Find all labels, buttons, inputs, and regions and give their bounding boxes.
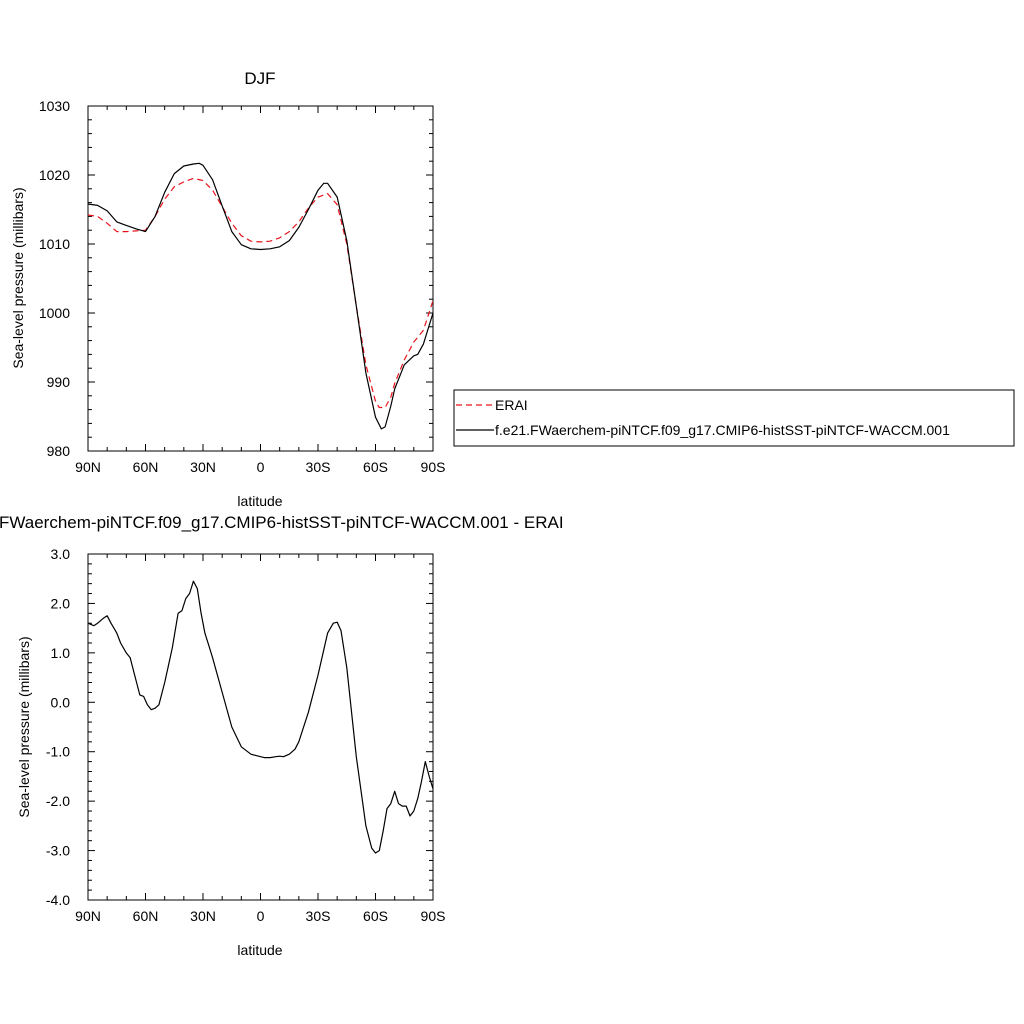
y-tick-label: -4.0: [46, 892, 70, 908]
x-tick-label: 90N: [75, 459, 101, 475]
y-tick-label: 1.0: [51, 645, 71, 661]
y-tick-label: 0.0: [51, 694, 71, 710]
y-tick-label: 980: [47, 443, 71, 459]
x-tick-label: 0: [257, 459, 265, 475]
y-tick-label: -2.0: [46, 793, 70, 809]
erai-series-line: [87, 177, 434, 409]
legend-erai-label: ERAI: [495, 397, 528, 413]
y-tick-label: 1030: [39, 98, 70, 114]
top-y-axis-label: Sea-level pressure (millibars): [10, 187, 26, 368]
top-series: [87, 162, 434, 430]
top-x-axis-label: latitude: [237, 493, 282, 509]
x-tick-label: 30N: [190, 908, 216, 924]
y-tick-label: 1000: [39, 305, 70, 321]
x-tick-label: 0: [257, 908, 265, 924]
x-tick-label: 60N: [133, 908, 159, 924]
bottom-x-axis-label: latitude: [237, 942, 282, 958]
top-title: DJF: [244, 69, 275, 88]
x-tick-label: 60S: [363, 459, 388, 475]
y-tick-label: 2.0: [51, 595, 71, 611]
x-tick-label: 60N: [133, 459, 159, 475]
legend-model-label: f.e21.FWaerchem-piNTCF.f09_g17.CMIP6-his…: [495, 422, 950, 438]
x-tick-label: 30S: [306, 908, 331, 924]
legend: ERAI f.e21.FWaerchem-piNTCF.f09_g17.CMIP…: [453, 389, 1015, 447]
bottom-ticks: 90N 60N 30N 0 30S 60S 90S -4.0 -3.0 -2.0 -1.0 0.0 1.…: [46, 546, 446, 924]
y-tick-label: -3.0: [46, 843, 70, 859]
y-tick-label: -1.0: [46, 744, 70, 760]
x-tick-label: 90S: [421, 908, 446, 924]
bottom-y-axis-label: Sea-level pressure (millibars): [16, 636, 32, 817]
model-series-line: [87, 162, 434, 430]
bottom-panel: f.e21.FWaerchem-piNTCF.f09_g17.CMIP6-his…: [0, 513, 564, 958]
x-tick-label: 90N: [75, 908, 101, 924]
x-tick-label: 30S: [306, 459, 331, 475]
y-tick-label: 990: [47, 374, 71, 390]
top-panel: DJF 90N 60N 30N 0 30S 60S 90S 980 990 1000 1010 102…: [10, 69, 445, 509]
legend-box: [453, 389, 1015, 447]
bottom-plot-frame: [87, 553, 434, 901]
bottom-series: [87, 580, 434, 854]
x-tick-label: 90S: [421, 459, 446, 475]
y-tick-label: 1020: [39, 167, 70, 183]
x-tick-label: 60S: [363, 908, 388, 924]
top-ticks: 90N 60N 30N 0 30S 60S 90S 980 990 1000 1010 1020 103…: [39, 98, 446, 475]
difference-series-line: [87, 580, 434, 854]
y-tick-label: 3.0: [51, 546, 71, 562]
bottom-title: f.e21.FWaerchem-piNTCF.f09_g17.CMIP6-his…: [0, 513, 564, 532]
x-tick-label: 30N: [190, 459, 216, 475]
top-plot-frame: [87, 105, 434, 452]
y-tick-label: 1010: [39, 236, 70, 252]
